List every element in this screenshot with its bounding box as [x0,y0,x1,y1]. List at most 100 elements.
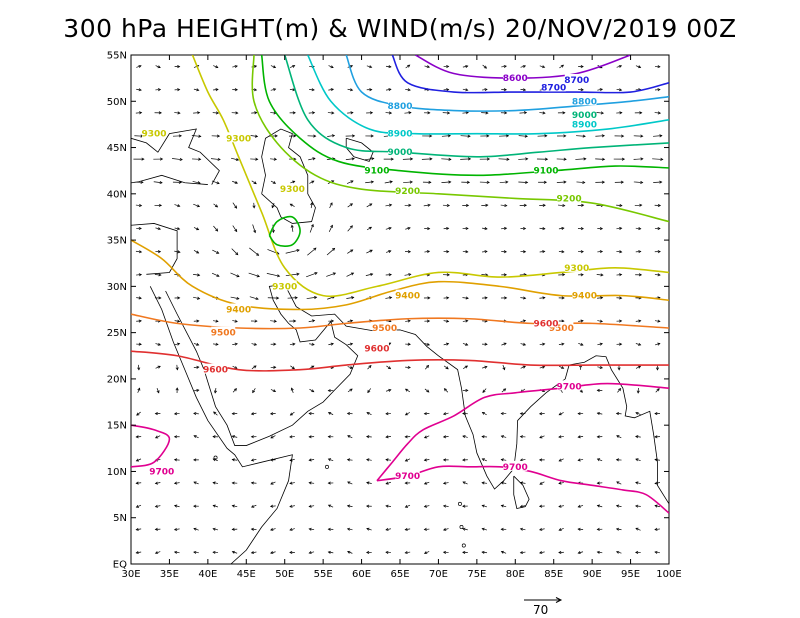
wind-arrow-icon [462,342,469,346]
wind-arrow-icon [328,342,334,346]
wind-arrow-icon [635,227,642,231]
contour-label: 9000 [387,148,412,158]
contour-label: 9300 [226,134,251,144]
wind-arrow-icon [193,342,200,346]
wind-arrow-icon [269,412,276,416]
wind-arrow-icon [328,65,334,69]
wind-arrow-icon [211,134,221,138]
wind-arrow-icon [654,203,662,207]
wind-arrow-icon [578,342,584,346]
wind-arrow-icon [423,527,430,531]
wind-arrow-icon [251,111,258,115]
wind-arrow-icon [231,248,239,256]
wind-arrow-icon [231,458,238,462]
wind-arrow-icon [306,272,318,278]
wind-arrow-icon [213,319,219,323]
wind-arrow-icon [613,157,626,161]
wind-arrow-icon [615,412,622,416]
wind-arrow-icon [326,272,337,277]
wind-arrow-icon [616,296,623,300]
wind-arrow-icon [385,481,391,485]
wind-arrow-icon [154,111,162,115]
contour-label-bg [395,185,420,196]
wind-arrow-icon [424,319,431,323]
contour-label: 9100 [533,167,558,177]
wind-arrow-icon [309,388,315,393]
contour-label-bg [503,72,528,83]
wind-arrow-icon [652,157,664,161]
wind-arrow-icon [596,504,603,508]
wind-arrow-icon [539,435,545,439]
wind-arrow-icon [441,134,452,138]
wind-arrow-icon [462,388,469,393]
contour-line-9300 [268,215,301,247]
contour-label: 8700 [564,76,589,86]
wind-arrow-icon [385,203,393,207]
wind-arrow-icon [327,527,334,531]
contour-label-bg [364,342,389,353]
wind-arrow-icon [212,527,219,531]
wind-arrow-icon [252,388,256,394]
wind-arrow-icon [596,388,603,393]
wind-arrow-icon [287,296,298,300]
wind-arrow-icon [595,157,606,161]
wind-arrow-icon [596,412,603,416]
contour-label: 9300 [142,130,167,140]
wind-arrow-icon [481,435,488,439]
wind-arrow-icon [616,111,623,115]
wind-arrow-icon [596,435,603,439]
wind-arrow-icon [539,365,546,369]
wind-arrow-icon [174,204,181,208]
wind-arrow-icon [213,342,219,346]
wind-arrow-icon [270,365,277,369]
wind-arrow-icon [635,458,641,462]
wind-arrow-icon [558,250,565,254]
wind-arrow-icon [500,203,508,208]
wind-arrow-icon [501,388,507,393]
wind-arrow-icon [154,203,163,207]
reference-vector: 70 [524,597,563,617]
reference-arrowhead-icon [555,597,563,603]
wind-arrow-icon [615,527,622,531]
wind-arrow-icon [212,504,219,508]
wind-arrow-icon [462,504,468,508]
contour-label: 9000 [572,111,597,121]
wind-arrow-icon [135,504,142,508]
wind-arrow-icon [289,411,295,416]
wind-arrow-icon [616,226,623,231]
wind-arrow-icon [596,458,603,462]
wind-arrow-icon [366,65,373,69]
wind-arrow-icon [655,388,660,393]
contour-label-bg [572,118,597,129]
wind-arrow-icon [501,342,507,346]
wind-arrow-icon [654,111,662,115]
wind-arrow-icon [308,481,315,485]
wind-arrow-icon [635,273,643,277]
wind-arrow-icon [443,296,450,300]
wind-arrow-icon [501,273,507,277]
wind-arrow-icon [289,203,295,207]
wind-arrow-icon [405,365,411,369]
wind-arrow-icon [405,64,411,69]
wind-arrow-icon [290,365,295,370]
wind-arrow-icon [365,134,374,138]
wind-arrow-icon [249,296,259,301]
wind-arrow-icon [347,225,353,232]
wind-arrow-icon [519,111,528,115]
y-tick-label: 5N [113,513,127,524]
wind-arrow-icon [462,550,468,554]
wind-arrow-icon [577,203,585,207]
wind-arrow-icon [366,527,372,531]
wind-arrow-icon [285,272,300,277]
contour-label-bg [541,81,566,92]
contour-line-9300 [191,55,669,298]
wind-arrow-icon [404,550,411,555]
wind-arrow-icon [327,435,334,439]
wind-arrow-icon [538,458,545,462]
y-tick-label: 35N [107,236,127,247]
wind-arrow-icon [577,435,584,439]
contour-line-8900 [307,55,669,135]
wind-arrow-icon [212,249,220,254]
wind-arrow-icon [421,157,433,161]
